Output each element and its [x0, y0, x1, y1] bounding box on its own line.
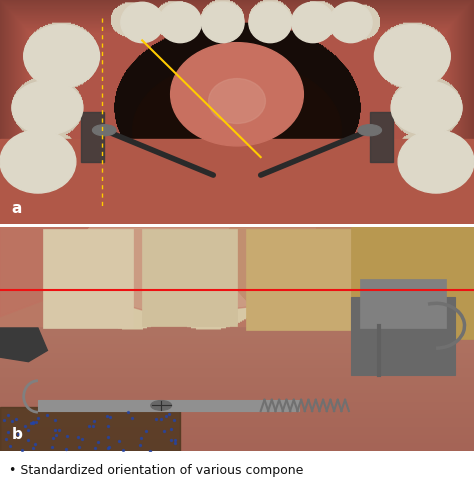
- Point: [89, 422, 96, 430]
- Point: [49, 443, 56, 451]
- Point: [104, 422, 111, 430]
- Ellipse shape: [201, 2, 244, 43]
- Point: [75, 443, 83, 451]
- Point: [29, 445, 37, 452]
- Ellipse shape: [171, 43, 303, 146]
- Bar: [370, 112, 393, 162]
- Point: [51, 426, 59, 434]
- Text: b: b: [12, 428, 23, 443]
- Ellipse shape: [391, 81, 462, 135]
- Bar: [81, 112, 104, 162]
- Ellipse shape: [329, 2, 372, 43]
- Point: [49, 434, 56, 442]
- Ellipse shape: [0, 130, 76, 193]
- Point: [91, 445, 98, 452]
- Ellipse shape: [374, 25, 450, 88]
- Point: [107, 413, 114, 421]
- Polygon shape: [0, 227, 474, 317]
- Point: [64, 432, 71, 440]
- Bar: [351, 297, 455, 375]
- Point: [152, 415, 160, 423]
- Point: [171, 440, 179, 447]
- Point: [21, 422, 29, 430]
- Point: [18, 446, 26, 454]
- Bar: [38, 400, 299, 411]
- Point: [4, 411, 12, 419]
- Ellipse shape: [133, 60, 341, 200]
- Point: [104, 433, 111, 441]
- Point: [2, 435, 10, 443]
- Circle shape: [92, 125, 116, 136]
- Circle shape: [151, 400, 172, 410]
- Point: [142, 428, 149, 436]
- Ellipse shape: [209, 79, 265, 123]
- Bar: [142, 229, 237, 326]
- Point: [5, 428, 12, 436]
- Point: [106, 443, 113, 450]
- Point: [137, 434, 145, 442]
- Point: [95, 438, 102, 446]
- Point: [146, 447, 154, 455]
- Bar: [360, 279, 446, 328]
- Point: [128, 414, 136, 422]
- Bar: [246, 229, 351, 330]
- Point: [74, 433, 82, 441]
- Point: [104, 445, 112, 452]
- Point: [119, 446, 127, 454]
- Point: [62, 445, 70, 453]
- Point: [12, 415, 20, 423]
- Point: [167, 437, 175, 445]
- Point: [29, 418, 37, 426]
- Point: [85, 422, 93, 430]
- Point: [7, 442, 14, 449]
- Point: [136, 441, 144, 449]
- Bar: [351, 227, 474, 339]
- Point: [24, 436, 32, 444]
- Point: [27, 419, 35, 427]
- Point: [90, 417, 98, 425]
- Ellipse shape: [249, 2, 292, 43]
- Bar: [43, 229, 133, 328]
- Point: [160, 427, 168, 435]
- Point: [8, 417, 16, 425]
- Point: [24, 426, 32, 434]
- Ellipse shape: [159, 2, 201, 43]
- Point: [103, 412, 110, 420]
- Circle shape: [358, 125, 382, 136]
- Point: [43, 411, 50, 419]
- Ellipse shape: [24, 25, 100, 88]
- Bar: [0, 406, 180, 451]
- Ellipse shape: [292, 2, 334, 43]
- Ellipse shape: [121, 2, 164, 43]
- Point: [29, 419, 36, 427]
- Point: [0, 416, 8, 424]
- Point: [55, 426, 63, 434]
- Point: [124, 407, 131, 415]
- Point: [35, 414, 42, 422]
- Point: [162, 412, 170, 420]
- Point: [171, 436, 178, 444]
- Point: [31, 440, 39, 448]
- Point: [167, 425, 175, 433]
- Point: [32, 418, 40, 426]
- Bar: [0, 139, 474, 225]
- Text: a: a: [12, 200, 22, 215]
- Ellipse shape: [12, 81, 83, 135]
- Polygon shape: [0, 328, 47, 362]
- Point: [14, 430, 21, 438]
- Point: [157, 415, 165, 423]
- Ellipse shape: [398, 130, 474, 193]
- Point: [170, 416, 178, 424]
- Point: [165, 410, 173, 418]
- Text: • Standardized orientation of various compone: • Standardized orientation of various co…: [9, 464, 303, 477]
- Point: [78, 435, 86, 443]
- Point: [116, 438, 123, 446]
- Point: [51, 416, 59, 424]
- Point: [52, 431, 60, 439]
